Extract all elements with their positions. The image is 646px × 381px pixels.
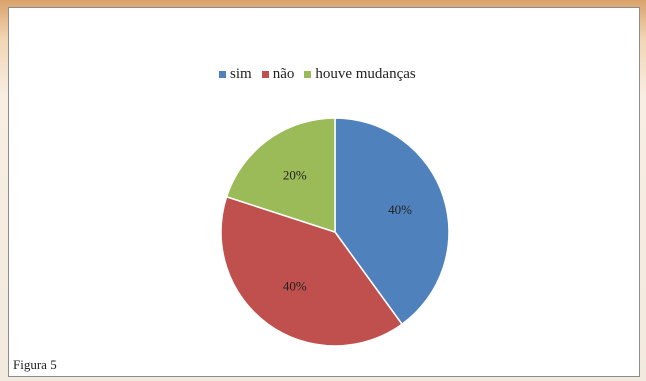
chart-frame: sim não houve mudanças 40% 40% 20% Figura 5 — [8, 7, 640, 377]
legend-item-1: não — [261, 66, 295, 83]
legend-label-0: sim — [230, 66, 252, 82]
legend-item-2: houve mudanças — [304, 66, 416, 83]
pie-label-1: 40% — [283, 278, 307, 293]
figure-caption: Figura 5 — [13, 357, 57, 372]
pie-label-0: 40% — [388, 202, 412, 217]
pie-slice-2 — [225, 117, 336, 234]
pie-slice-1 — [220, 195, 404, 347]
pie-chart: 40% 40% 20% — [220, 117, 450, 347]
legend-swatch-2 — [304, 71, 312, 78]
legend-item-0: sim — [219, 66, 252, 83]
legend-label-2: houve mudanças — [315, 66, 416, 82]
chart-legend: sim não houve mudanças — [219, 66, 416, 83]
pie-slice-0 — [334, 117, 450, 326]
legend-swatch-0 — [219, 71, 226, 78]
pie-label-2: 20% — [283, 168, 307, 183]
legend-swatch-1 — [261, 71, 269, 78]
legend-label-1: não — [272, 66, 295, 82]
